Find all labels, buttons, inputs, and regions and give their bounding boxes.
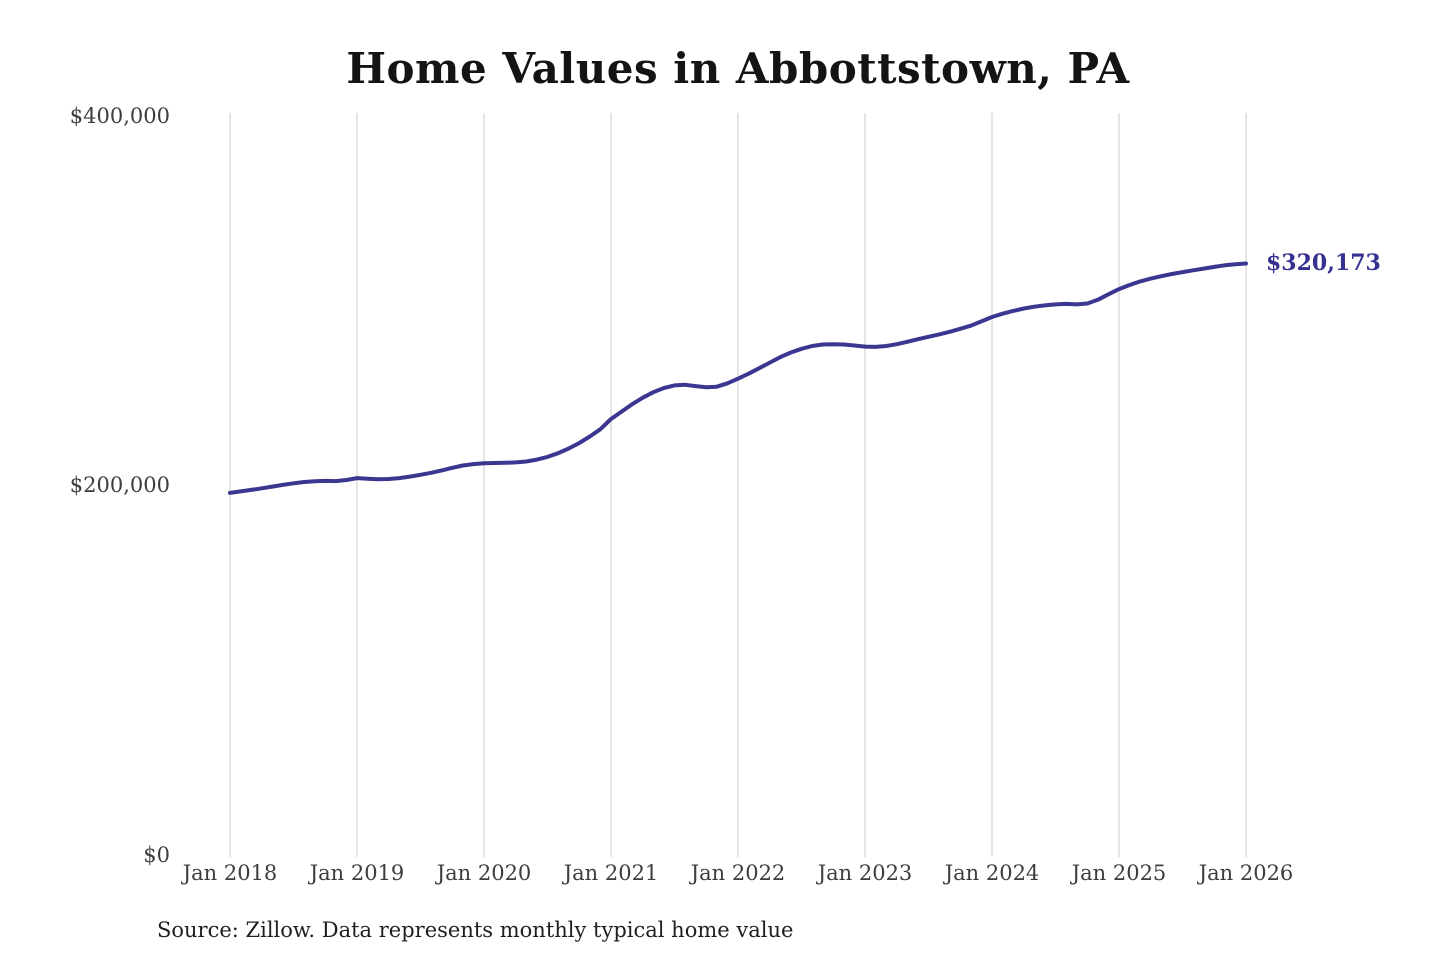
vertical-gridlines: [229, 113, 1247, 857]
x-axis-label: Jan 2022: [690, 861, 786, 885]
latest-value-label: $320,173: [1266, 250, 1381, 277]
home-value-line: [228, 261, 1248, 495]
x-axis-label: Jan 2020: [436, 861, 532, 885]
y-axis-label-200k: $200,000: [69, 473, 170, 497]
y-axis-label-400k: $400,000: [69, 104, 170, 128]
x-axis-label: Jan 2024: [944, 861, 1040, 885]
x-axis-label: Jan 2023: [817, 861, 913, 885]
y-axis-label-0: $0: [143, 843, 170, 867]
source-note: Source: Zillow. Data represents monthly …: [157, 918, 794, 942]
x-axis-label: Jan 2026: [1198, 861, 1294, 885]
chart-title: Home Values in Abbottstown, PA: [346, 44, 1130, 93]
x-axis-label: Jan 2019: [309, 861, 405, 885]
x-axis-label: Jan 2025: [1071, 861, 1167, 885]
x-axis-label: Jan 2021: [563, 861, 659, 885]
x-axis-label: Jan 2018: [182, 861, 278, 885]
